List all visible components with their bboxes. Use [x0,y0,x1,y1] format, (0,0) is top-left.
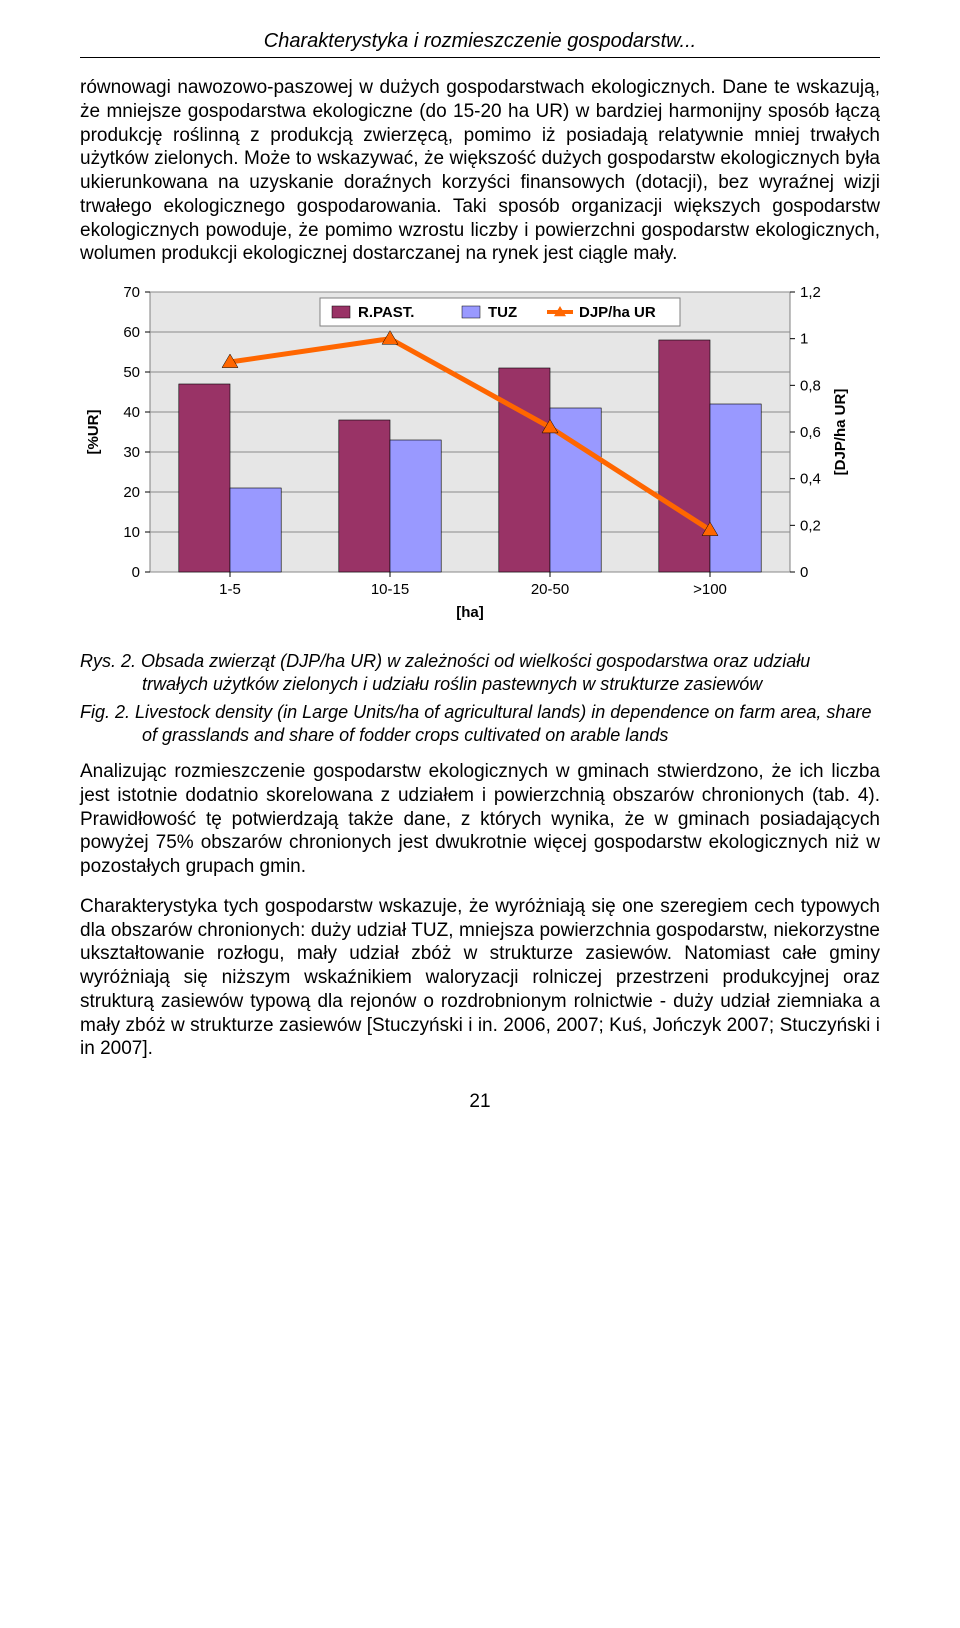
svg-text:0,2: 0,2 [800,517,821,534]
svg-text:0,4: 0,4 [800,471,821,488]
svg-text:40: 40 [123,404,140,421]
svg-text:[%UR]: [%UR] [85,410,102,455]
svg-text:TUZ: TUZ [488,304,517,321]
svg-text:DJP/ha UR: DJP/ha UR [579,304,656,321]
paragraph-2: Analizując rozmieszczenie gospodarstw ek… [80,760,880,879]
svg-text:20: 20 [123,484,140,501]
svg-text:1,2: 1,2 [800,284,821,301]
svg-text:10-15: 10-15 [371,581,409,598]
svg-text:0: 0 [800,564,808,581]
svg-text:50: 50 [123,364,140,381]
svg-text:70: 70 [123,284,140,301]
caption-text-en: Livestock density (in Large Units/ha of … [135,702,871,745]
svg-text:0,8: 0,8 [800,377,821,394]
svg-text:20-50: 20-50 [531,581,569,598]
svg-text:>100: >100 [693,581,727,598]
paragraph-3: Charakterystyka tych gospodarstw wskazuj… [80,895,880,1061]
page-running-title: Charakterystyka i rozmieszczenie gospoda… [80,30,880,58]
svg-text:30: 30 [123,444,140,461]
paragraph-1: równowagi nawozowo-paszowej w dużych gos… [80,76,880,266]
caption-label-en: Fig. 2. [80,702,130,722]
figure-caption-en: Fig. 2. Livestock density (in Large Unit… [142,701,880,746]
svg-text:1-5: 1-5 [219,581,241,598]
svg-text:0: 0 [132,564,140,581]
svg-text:0,6: 0,6 [800,424,821,441]
caption-label-pl: Rys. 2. [80,651,136,671]
figure-caption-pl: Rys. 2. Obsada zwierząt (DJP/ha UR) w za… [142,650,880,695]
svg-text:10: 10 [123,524,140,541]
svg-text:[DJP/ha UR]: [DJP/ha UR] [832,389,849,476]
svg-text:R.PAST.: R.PAST. [358,304,414,321]
svg-text:[ha]: [ha] [456,604,484,621]
svg-text:60: 60 [123,324,140,341]
figure-chart: 0 10 20 30 40 50 60 70 [%UR] 0 0,2 0,4 0,6 0,8 1 1,2 [DJ… [80,282,880,642]
chart-svg: 0 10 20 30 40 50 60 70 [%UR] 0 0,2 0,4 0,6 0,8 1 1,2 [DJ… [80,282,880,642]
page-number: 21 [80,1091,880,1113]
svg-text:1: 1 [800,331,808,348]
caption-text-pl: Obsada zwierząt (DJP/ha UR) w zależności… [141,651,810,694]
